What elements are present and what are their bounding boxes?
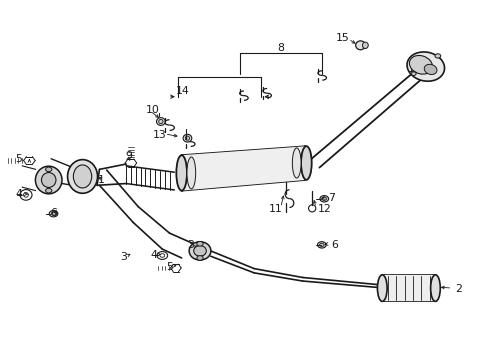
Ellipse shape: [159, 120, 163, 123]
Ellipse shape: [45, 167, 52, 172]
Text: 3: 3: [121, 252, 127, 262]
Text: 12: 12: [317, 204, 331, 214]
Ellipse shape: [197, 242, 203, 246]
Text: 8: 8: [277, 43, 284, 53]
Ellipse shape: [377, 275, 386, 301]
Ellipse shape: [410, 72, 415, 76]
Text: 5: 5: [166, 262, 173, 272]
Text: 5: 5: [15, 154, 22, 165]
Ellipse shape: [301, 146, 311, 180]
Ellipse shape: [176, 155, 186, 191]
Ellipse shape: [35, 166, 62, 194]
Ellipse shape: [355, 41, 365, 50]
Ellipse shape: [183, 134, 191, 142]
Ellipse shape: [189, 242, 210, 260]
FancyBboxPatch shape: [382, 275, 435, 301]
Ellipse shape: [408, 55, 431, 74]
Text: 15: 15: [335, 32, 349, 42]
Text: 10: 10: [145, 105, 159, 115]
Ellipse shape: [317, 242, 325, 248]
Ellipse shape: [434, 54, 440, 58]
Text: 4: 4: [15, 189, 22, 199]
Ellipse shape: [67, 159, 97, 193]
Text: 7: 7: [327, 193, 334, 203]
Ellipse shape: [49, 211, 58, 217]
Text: 16: 16: [407, 64, 421, 75]
Ellipse shape: [156, 118, 165, 125]
Text: 14: 14: [176, 86, 189, 96]
Text: 6: 6: [331, 239, 338, 249]
Ellipse shape: [193, 246, 206, 256]
Ellipse shape: [45, 188, 52, 193]
Text: 2: 2: [454, 284, 461, 294]
Text: 13: 13: [152, 130, 166, 140]
Ellipse shape: [186, 157, 195, 189]
Text: 6: 6: [50, 208, 57, 217]
Ellipse shape: [424, 64, 436, 75]
Ellipse shape: [197, 256, 203, 260]
Ellipse shape: [292, 148, 301, 178]
Ellipse shape: [430, 275, 439, 301]
Polygon shape: [181, 146, 305, 191]
Ellipse shape: [185, 136, 189, 140]
Ellipse shape: [362, 42, 367, 49]
Text: 3: 3: [186, 239, 193, 249]
Ellipse shape: [41, 172, 56, 188]
Text: 4: 4: [150, 250, 157, 260]
Ellipse shape: [319, 195, 328, 202]
Text: 1: 1: [97, 175, 104, 185]
Text: 9: 9: [125, 151, 132, 161]
Ellipse shape: [406, 52, 444, 81]
Ellipse shape: [73, 165, 92, 188]
Text: 11: 11: [268, 204, 282, 214]
